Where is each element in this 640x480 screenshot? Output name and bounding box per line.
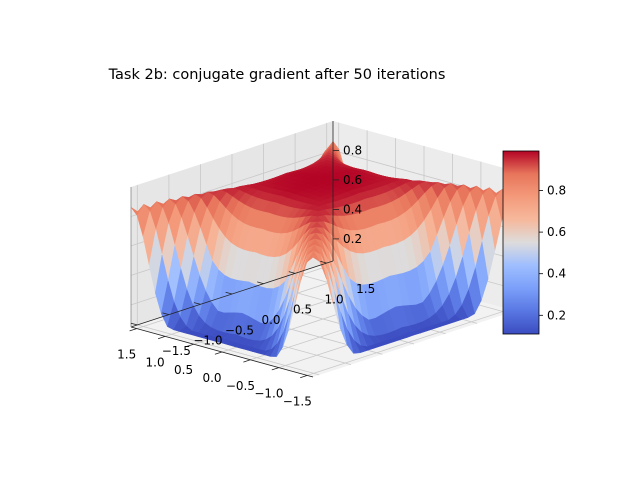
chart-title: Task 2b: conjugate gradient after 50 ite… xyxy=(108,67,446,83)
y-tick-labels: −1.5−1.0−0.5 0.0 0.5 1.0 1.5 xyxy=(130,260,375,358)
surface-patch xyxy=(306,250,320,263)
y-tick-label: 1.0 xyxy=(325,292,344,306)
x-tick-label: −1.5 xyxy=(283,394,312,408)
z-tick-label: 0.2 xyxy=(343,232,362,246)
x-tick-label: 0.5 xyxy=(174,363,193,377)
z-tick-labels: 0.2 0.4 0.6 0.8 xyxy=(333,144,362,246)
y-tick-label: −0.5 xyxy=(225,323,254,337)
y-tick-label: 0.0 xyxy=(261,313,280,327)
colorbar-tick-label: 0.4 xyxy=(547,267,566,281)
colorbar-tick-label: 0.8 xyxy=(547,184,566,198)
x-tick-label: 1.5 xyxy=(117,348,136,362)
x-tick-label: −1.0 xyxy=(254,387,283,401)
x-tick-label: 1.0 xyxy=(146,355,165,369)
x-tick-label: 0.0 xyxy=(202,371,221,385)
z-tick-label: 0.8 xyxy=(343,144,362,158)
x-tick-label: −0.5 xyxy=(226,379,255,393)
colorbar: 0.2 0.4 0.6 0.8 xyxy=(502,150,566,335)
colorbar-tick-label: 0.2 xyxy=(547,308,566,322)
y-tick-label: −1.5 xyxy=(162,344,191,358)
x-tick-labels: −1.5−1.0−0.50.00.51.01.5 xyxy=(117,328,312,408)
y-tick-label: −1.0 xyxy=(193,334,222,348)
y-tick-label: 0.5 xyxy=(293,303,312,317)
z-tick-label: 0.6 xyxy=(343,173,362,187)
colorbar-tick-label: 0.6 xyxy=(547,225,566,239)
y-tick-label: 1.5 xyxy=(356,282,375,296)
z-tick-label: 0.4 xyxy=(343,202,362,216)
colorbar-gradient xyxy=(502,150,540,335)
